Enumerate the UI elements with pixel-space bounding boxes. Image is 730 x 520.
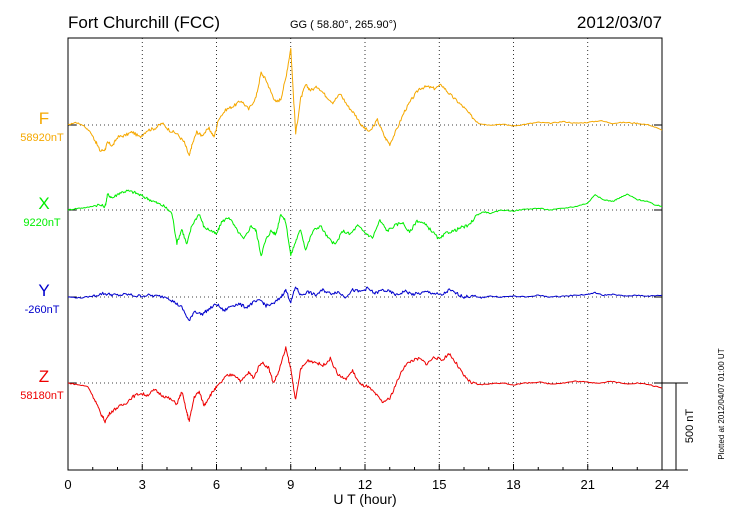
series-baseline-x: 9220nT [23,217,61,229]
x-tick-label: 9 [287,477,294,492]
series-baseline-f: 58920nT [20,132,64,144]
x-tick-label: 12 [358,477,372,492]
x-tick-label: 18 [506,477,520,492]
series-line-z [67,346,663,424]
x-tick-label: 3 [139,477,146,492]
x-tick-label: 21 [581,477,595,492]
series-line-x [67,189,663,257]
grid-lines [141,38,589,470]
plotted-timestamp: Plotted at 2012/04/07 01:00 UT [717,348,726,459]
series-baseline-z: 58180nT [20,390,64,402]
series-name-z: Z [39,367,49,386]
scale-bar-label: 500 nT [684,409,696,444]
x-tick-label: 0 [64,477,71,492]
series-line-f [67,47,663,157]
series-name-y: Y [38,281,49,300]
x-tick-label: 15 [432,477,446,492]
series-labels: F 58920nT X 9220nT Y -260nT Z 58180nT [20,109,64,402]
station-title: Fort Churchill (FCC) [68,13,220,32]
series-name-f: F [39,109,49,128]
series-line-y [67,286,663,322]
x-tick-label: 24 [655,477,669,492]
x-tick-label: 6 [213,477,220,492]
x-axis-ticks: 0 3 6 9 12 15 18 21 24 [64,464,669,492]
series-name-x: X [38,194,49,213]
station-coords: GG ( 58.80°, 265.90°) [290,19,397,31]
series-lines [67,47,663,424]
x-axis-label: U T (hour) [333,491,396,507]
series-baseline-y: -260nT [25,304,60,316]
chart-date: 2012/03/07 [577,13,662,32]
scale-bar: 500 nT [662,382,696,471]
